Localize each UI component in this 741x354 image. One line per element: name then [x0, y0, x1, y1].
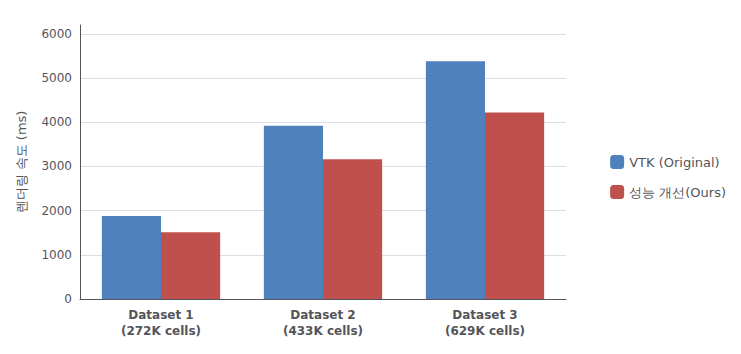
- svg-text:Dataset 3: Dataset 3: [452, 308, 517, 322]
- svg-text:Dataset 2: Dataset 2: [290, 308, 355, 322]
- svg-text:Dataset 1: Dataset 1: [128, 308, 193, 322]
- svg-text:1000: 1000: [41, 248, 72, 262]
- svg-text:6000: 6000: [41, 27, 72, 41]
- svg-text:0: 0: [64, 292, 72, 306]
- svg-text:성능 개선(Ours): 성능 개선(Ours): [629, 185, 726, 200]
- svg-text:(433K cells): (433K cells): [283, 324, 363, 338]
- svg-text:5000: 5000: [41, 71, 72, 85]
- svg-text:2000: 2000: [41, 204, 72, 218]
- svg-text:3000: 3000: [41, 159, 72, 173]
- svg-text:(272K cells): (272K cells): [121, 324, 201, 338]
- svg-text:(629K cells): (629K cells): [445, 324, 525, 338]
- svg-text:VTK (Original): VTK (Original): [629, 155, 720, 170]
- svg-text:렌더링 속도 (ms): 렌더링 속도 (ms): [14, 111, 29, 214]
- svg-text:4000: 4000: [41, 115, 72, 129]
